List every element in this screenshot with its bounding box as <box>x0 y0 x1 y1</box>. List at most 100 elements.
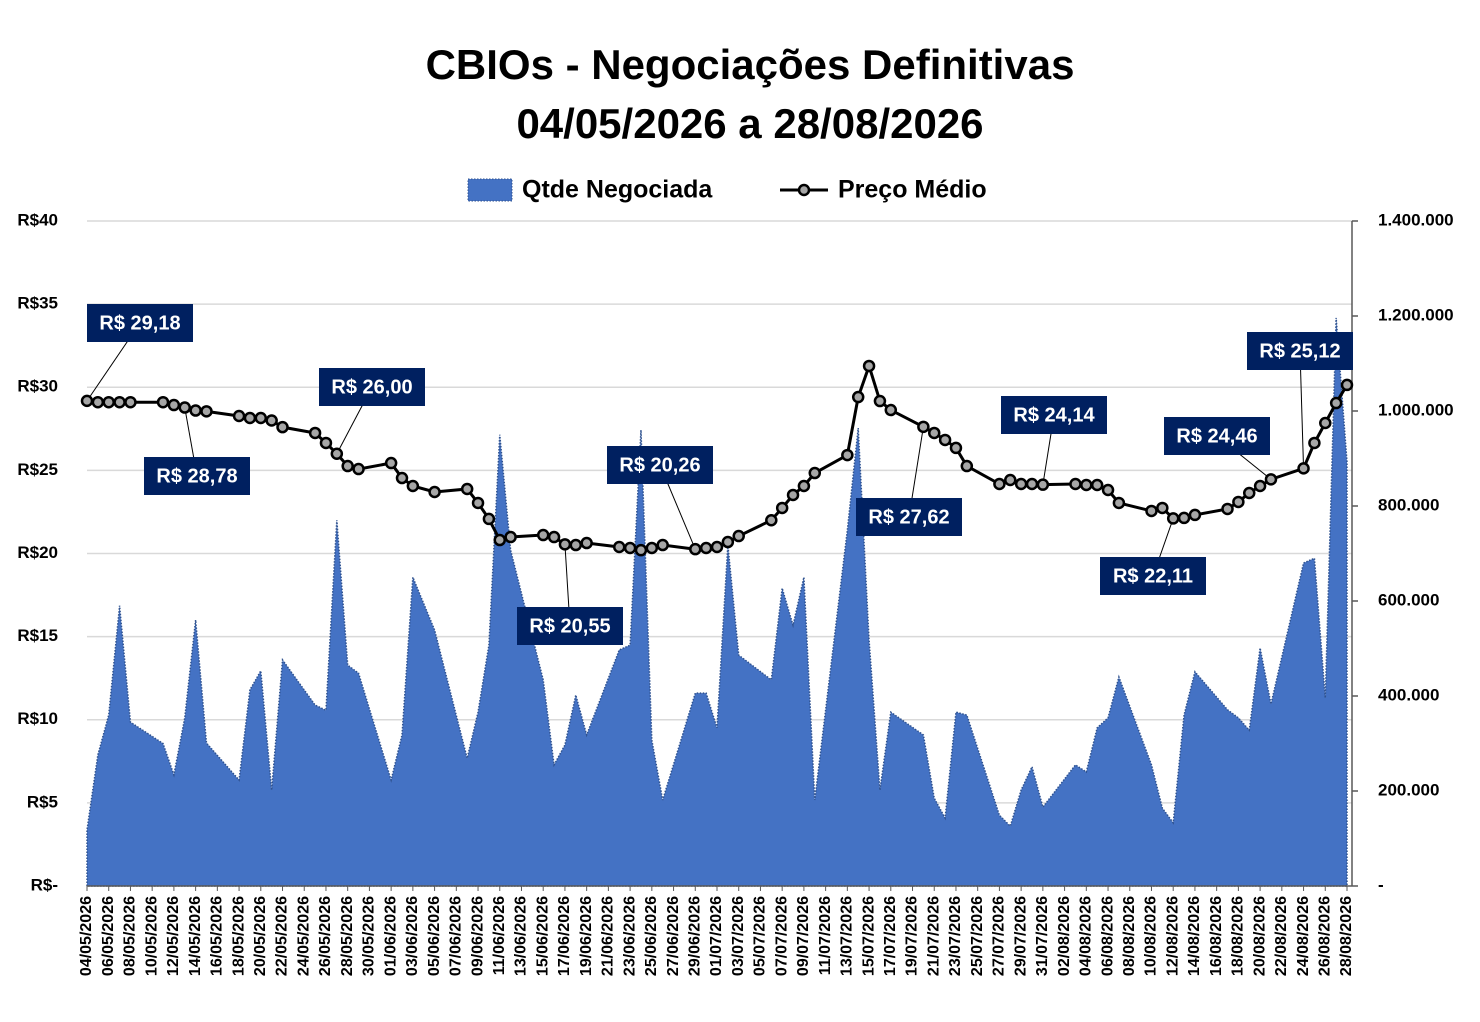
price-point <box>200 405 213 418</box>
y-tick-label: R$20 <box>17 543 58 562</box>
price-line <box>86 361 1349 552</box>
value-label-box <box>87 304 193 342</box>
y-tick-label: R$15 <box>17 626 58 645</box>
y2-tick-label: 800.000 <box>1378 495 1439 514</box>
price-point <box>428 485 441 499</box>
x-tick-label: 29/07/2026 <box>1012 896 1029 976</box>
price-point <box>656 538 669 552</box>
x-tick-label: 14/08/2026 <box>1186 896 1203 976</box>
x-tick-label: 11/06/2026 <box>491 896 508 975</box>
y-tick-label: R$40 <box>17 210 58 229</box>
price-point <box>189 404 202 417</box>
price-point <box>167 398 181 412</box>
x-tick-label: 29/06/2026 <box>686 896 703 976</box>
price-point <box>949 441 963 455</box>
price-point <box>547 530 561 544</box>
price-point <box>1308 436 1321 450</box>
price-point <box>124 395 137 409</box>
x-tick-label: 18/05/2026 <box>230 896 247 976</box>
value-label-box <box>319 368 425 406</box>
price-point <box>710 540 724 554</box>
price-point <box>504 530 517 544</box>
chart-title: CBIOs - Negociações Definitivas <box>426 41 1075 88</box>
price-point <box>243 411 257 425</box>
price-point <box>1177 511 1191 525</box>
y-tick-label: R$35 <box>17 294 58 313</box>
value-label: R$ 24,46 <box>1176 425 1257 447</box>
price-point <box>232 409 246 423</box>
price-point <box>721 535 735 549</box>
price-point <box>927 426 941 440</box>
volume-area <box>86 317 1348 887</box>
x-tick-label: 21/06/2026 <box>600 896 617 976</box>
x-tick-label: 04/05/2026 <box>78 896 95 976</box>
x-tick-label: 01/07/2026 <box>708 896 725 976</box>
price-point <box>1069 477 1082 491</box>
x-tick-label: 10/05/2026 <box>143 896 160 976</box>
price-point <box>1166 512 1180 525</box>
y2-tick-label: 1.000.000 <box>1378 400 1454 419</box>
price-point <box>330 447 344 460</box>
value-label: R$ 25,12 <box>1259 340 1340 362</box>
price-point <box>689 542 702 556</box>
value-label-box <box>1247 332 1353 370</box>
price-point <box>482 512 496 526</box>
x-tick-label: 12/08/2026 <box>1164 896 1181 976</box>
y2-tick-label: 600.000 <box>1378 590 1439 609</box>
x-tick-label: 24/05/2026 <box>295 896 312 976</box>
price-point <box>765 514 778 527</box>
value-label-box <box>607 446 713 484</box>
value-label: R$ 28,78 <box>156 465 237 487</box>
legend-swatch <box>467 178 513 202</box>
x-tick-label: 15/07/2026 <box>860 896 877 976</box>
price-point <box>797 479 811 493</box>
x-tick-label: 03/06/2026 <box>404 896 421 976</box>
x-tick-label: 04/08/2026 <box>1078 896 1095 976</box>
value-label: R$ 24,14 <box>1013 404 1095 426</box>
x-tick-label: 13/06/2026 <box>513 896 530 976</box>
price-point <box>178 401 192 414</box>
value-label-box <box>1164 417 1270 455</box>
y2-tick-label: 400.000 <box>1378 685 1439 704</box>
price-point <box>1112 496 1126 510</box>
value-label: R$ 22,11 <box>1113 565 1193 587</box>
price-point <box>1221 502 1234 516</box>
x-tick-label: 01/06/2026 <box>382 896 399 976</box>
x-tick-label: 02/08/2026 <box>1056 896 1073 976</box>
price-point <box>1319 416 1332 430</box>
value-label-box <box>517 607 623 645</box>
label-leader <box>1299 350 1305 469</box>
price-point <box>569 538 583 552</box>
price-point <box>1156 501 1169 515</box>
price-point <box>917 420 930 434</box>
x-tick-label: 06/08/2026 <box>1099 896 1116 976</box>
price-point <box>1340 378 1354 392</box>
y2-tick-label: 200.000 <box>1378 780 1439 799</box>
price-point <box>91 395 105 409</box>
x-tick-label: 23/06/2026 <box>621 896 638 976</box>
x-tick-label: 17/07/2026 <box>882 896 899 976</box>
x-tick-label: 13/07/2026 <box>839 896 856 976</box>
x-tick-label: 28/05/2026 <box>339 896 356 976</box>
price-point <box>558 538 572 551</box>
x-tick-label: 22/05/2026 <box>274 896 291 976</box>
legend-marker <box>797 183 811 197</box>
x-tick-label: 23/07/2026 <box>947 896 964 976</box>
x-tick-label: 10/08/2026 <box>1143 896 1160 976</box>
x-tick-label: 25/06/2026 <box>643 896 660 976</box>
x-tick-label: 08/08/2026 <box>1121 896 1138 976</box>
value-label: R$ 20,55 <box>529 615 610 637</box>
x-tick-label: 20/08/2026 <box>1251 896 1268 976</box>
x-tick-label: 11/07/2026 <box>817 896 834 975</box>
price-point <box>254 411 268 425</box>
x-tick-label: 17/06/2026 <box>556 896 573 976</box>
x-tick-label: 25/07/2026 <box>969 896 986 976</box>
price-point <box>1242 486 1256 500</box>
price-point <box>493 533 507 547</box>
x-tick-label: 26/08/2026 <box>1316 896 1333 976</box>
price-point <box>308 426 322 440</box>
x-tick-label: 27/06/2026 <box>665 896 682 976</box>
value-label-box <box>856 498 962 536</box>
x-tick-label: 24/08/2026 <box>1295 896 1312 976</box>
price-point <box>862 359 876 373</box>
